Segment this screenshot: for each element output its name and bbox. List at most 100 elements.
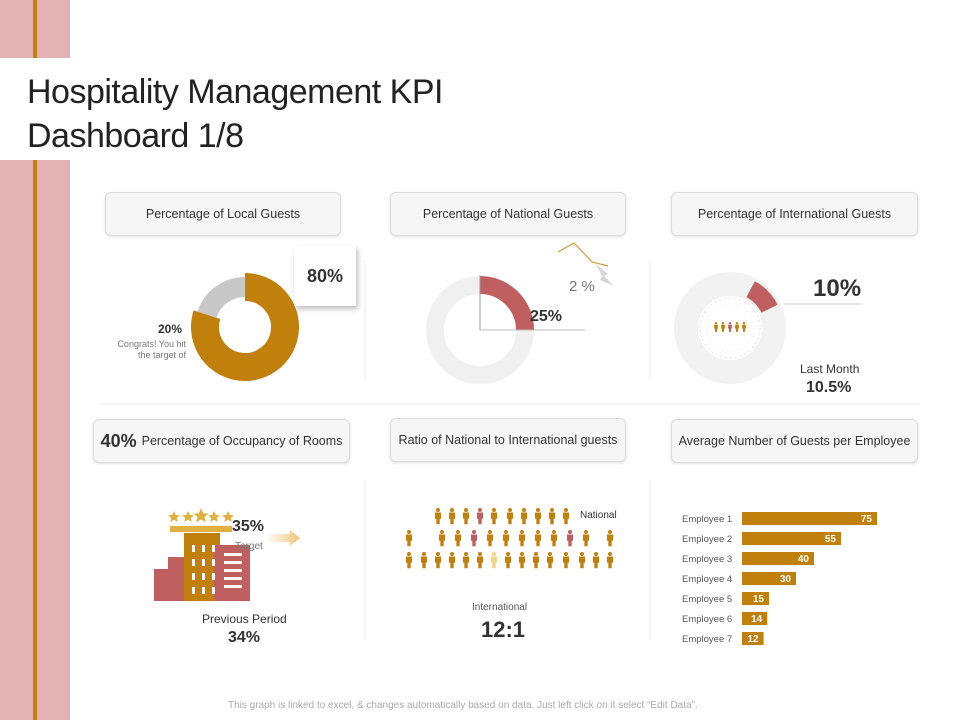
person-icon — [562, 508, 570, 525]
person-icon — [582, 530, 590, 547]
card-local-guests-label: Percentage of Local Guests — [145, 207, 301, 221]
bar-category-label: Employee 6 — [682, 614, 732, 625]
local-minor-label: 20% — [158, 322, 183, 336]
person-icon — [502, 530, 510, 547]
local-main-badge: 80% — [294, 246, 356, 306]
person-icon — [448, 508, 456, 525]
footer-note: This graph is linked to excel, & changes… — [228, 700, 698, 711]
bar-category-label: Employee 5 — [682, 594, 732, 605]
person-icon — [728, 322, 732, 332]
card-occupancy[interactable]: 40% Percentage of Occupancy of Rooms — [93, 419, 350, 463]
donut-slice-other — [197, 277, 246, 319]
person-icon — [735, 322, 739, 332]
person-icon — [534, 508, 542, 525]
local-main-label: 80% — [306, 266, 344, 286]
card-ratio[interactable]: Ratio of National to International guest… — [390, 418, 626, 462]
card-international-guests[interactable]: Percentage of International Guests — [671, 192, 918, 236]
international-main-label: 10% — [813, 275, 862, 302]
target-arrow-icon — [268, 530, 300, 546]
title-panel — [0, 58, 470, 160]
bar-value-label: 55 — [825, 534, 837, 545]
ratio-international-label: International — [472, 602, 528, 613]
person-icon — [438, 530, 446, 547]
bar-category-label: Employee 4 — [682, 574, 732, 585]
person-icon — [546, 552, 554, 569]
employee-bar-chart: Employee 1 75 Employee 2 55 Employee 3 40 Empl… — [682, 512, 877, 645]
card-national-guests-label: Percentage of National Guests — [422, 207, 594, 221]
donut-slice-national — [479, 276, 534, 331]
card-avg-guests-label: Average Number of Guests per Employee — [678, 434, 911, 448]
card-local-guests[interactable]: Percentage of Local Guests — [105, 192, 341, 236]
international-people-icons — [714, 322, 746, 332]
person-icon — [518, 552, 526, 569]
person-icon — [562, 552, 570, 569]
person-icon — [721, 322, 725, 332]
person-icon — [476, 508, 484, 525]
bar-category-label: Employee 7 — [682, 634, 732, 645]
card-occupancy-value: 40% — [100, 430, 137, 451]
last-month-value: 10.5% — [806, 379, 852, 396]
person-icon — [606, 552, 614, 569]
person-icon — [742, 322, 746, 332]
bar-employee — [742, 552, 814, 565]
person-icon — [534, 530, 542, 547]
local-note-line2: the target of — [137, 350, 186, 360]
bar-category-label: Employee 1 — [682, 514, 732, 525]
national-trend-icon — [557, 242, 609, 267]
person-icon — [448, 552, 456, 569]
bar-employee — [742, 512, 877, 525]
card-international-guests-label: Percentage of International Guests — [697, 207, 892, 221]
panel-dividers — [100, 260, 920, 640]
bar-category-label: Employee 2 — [682, 534, 732, 545]
person-icon — [506, 508, 514, 525]
page-title-line1: Hospitality Management KPI — [27, 73, 443, 111]
ratio-national-label: National — [580, 510, 617, 521]
person-icon — [454, 530, 462, 547]
card-ratio-label: Ratio of National to International guest… — [398, 433, 618, 447]
card-avg-guests[interactable]: Average Number of Guests per Employee — [671, 419, 918, 463]
bar-value-label: 14 — [751, 614, 763, 625]
rating-stars-icon — [168, 508, 234, 523]
international-guests-donut — [674, 272, 862, 384]
bar-value-label: 30 — [780, 574, 792, 585]
person-icon — [462, 508, 470, 525]
donut-slice-local — [191, 273, 299, 381]
hotel-building-icon — [154, 508, 250, 601]
person-icon — [462, 552, 470, 569]
person-icon — [518, 530, 526, 547]
national-change-label: 2 % — [569, 278, 595, 295]
bar-employee — [742, 572, 796, 585]
bar-value-label: 12 — [747, 634, 759, 645]
local-guests-donut — [191, 273, 299, 381]
person-icon — [434, 552, 442, 569]
bar-value-label: 40 — [798, 554, 810, 565]
person-icon — [476, 552, 484, 569]
person-icon — [405, 552, 413, 569]
bar-employee — [742, 612, 768, 625]
trend-down-arrow-icon — [596, 264, 614, 286]
occupancy-target-value: 35% — [232, 518, 265, 535]
page-title-line2: Dashboard 1/8 — [27, 117, 244, 155]
person-icon — [532, 552, 540, 569]
previous-period-label: Previous Period — [202, 612, 287, 626]
donut-slice-international — [746, 281, 778, 314]
page-title: Hospitality Management KPI Dashboard 1/8 — [27, 70, 443, 158]
person-icon — [548, 508, 556, 525]
previous-period-value: 34% — [228, 629, 261, 646]
person-icon — [550, 530, 558, 547]
person-icon — [714, 322, 718, 332]
card-national-guests[interactable]: Percentage of National Guests — [390, 192, 626, 236]
person-icon — [434, 508, 442, 525]
person-icon — [606, 530, 614, 547]
ratio-people-icons — [405, 508, 614, 569]
side-decoration-line — [33, 0, 37, 720]
person-icon — [470, 530, 478, 547]
person-icon — [578, 552, 586, 569]
bar-category-label: Employee 3 — [682, 554, 732, 565]
bar-value-label: 75 — [861, 514, 873, 525]
person-icon — [490, 552, 498, 569]
person-icon — [420, 552, 428, 569]
ratio-value: 12:1 — [481, 617, 526, 642]
national-main-label: 25% — [530, 308, 563, 325]
bar-value-label: 15 — [753, 594, 765, 605]
